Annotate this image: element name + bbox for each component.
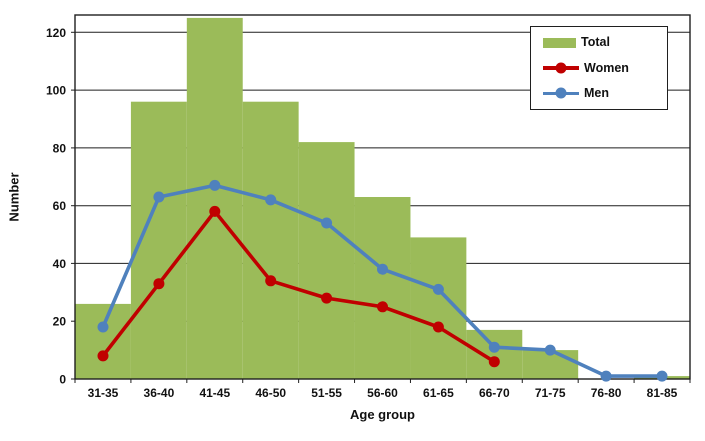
women-marker	[209, 205, 221, 217]
women-marker	[97, 350, 109, 362]
x-tick-label: 81-85	[647, 386, 678, 400]
legend-label-total: Total	[581, 35, 610, 50]
x-tick-label: 31-35	[88, 386, 119, 400]
men-marker	[153, 191, 165, 203]
men-marker	[377, 263, 388, 275]
legend-label-women: Women	[584, 60, 629, 75]
x-tick-label: 56-60	[367, 386, 398, 400]
women-marker	[432, 321, 444, 333]
bar	[186, 17, 243, 380]
x-tick-label: 71-75	[535, 386, 566, 400]
x-tick-label: 36-40	[144, 386, 175, 400]
y-tick-label: 40	[53, 257, 67, 271]
women-line-swatch-icon	[543, 61, 579, 74]
legend-item-men: Men	[543, 81, 667, 105]
men-marker	[656, 370, 668, 382]
women-marker-sample	[555, 62, 567, 74]
men-marker	[97, 321, 109, 333]
y-tick-label: 20	[53, 315, 67, 329]
women-marker	[488, 356, 500, 368]
x-tick-label: 51-55	[311, 386, 342, 400]
men-line-swatch-icon	[543, 87, 579, 100]
men-marker	[432, 283, 444, 295]
legend-label-men: Men	[584, 86, 609, 101]
y-tick-label: 100	[46, 84, 66, 98]
men-marker-sample	[555, 87, 567, 99]
y-axis-title: Number	[6, 172, 22, 222]
y-tick-label: 60	[53, 199, 67, 213]
women-marker	[153, 278, 165, 290]
y-tick-label: 120	[46, 26, 66, 40]
men-marker	[209, 179, 221, 191]
men-marker	[321, 217, 333, 229]
y-tick-label: 80	[53, 141, 67, 155]
bar	[75, 303, 131, 379]
x-tick-label: 61-65	[423, 386, 454, 400]
legend: Total Women Men	[530, 26, 668, 110]
bar	[298, 142, 355, 379]
y-tick-label: 0	[59, 373, 66, 387]
bar	[354, 197, 411, 379]
bar	[242, 101, 299, 379]
men-marker	[488, 341, 500, 353]
men-marker	[265, 194, 277, 206]
women-line	[101, 209, 497, 364]
plot-border	[74, 14, 691, 380]
bar	[466, 329, 523, 379]
men-marker	[544, 344, 556, 356]
x-axis-title: Age group	[350, 407, 415, 422]
x-tick-label: 66-70	[479, 386, 510, 400]
legend-item-women: Women	[543, 56, 667, 80]
women-marker	[321, 292, 333, 304]
x-tick-label: 76-80	[591, 386, 622, 400]
x-tick-label: 41-45	[199, 386, 230, 400]
women-marker	[377, 301, 388, 313]
men-marker	[600, 370, 612, 382]
total-bar-swatch-icon	[543, 37, 576, 48]
x-tick-label: 46-50	[255, 386, 286, 400]
legend-item-total: Total	[543, 31, 667, 55]
women-marker	[265, 275, 277, 287]
